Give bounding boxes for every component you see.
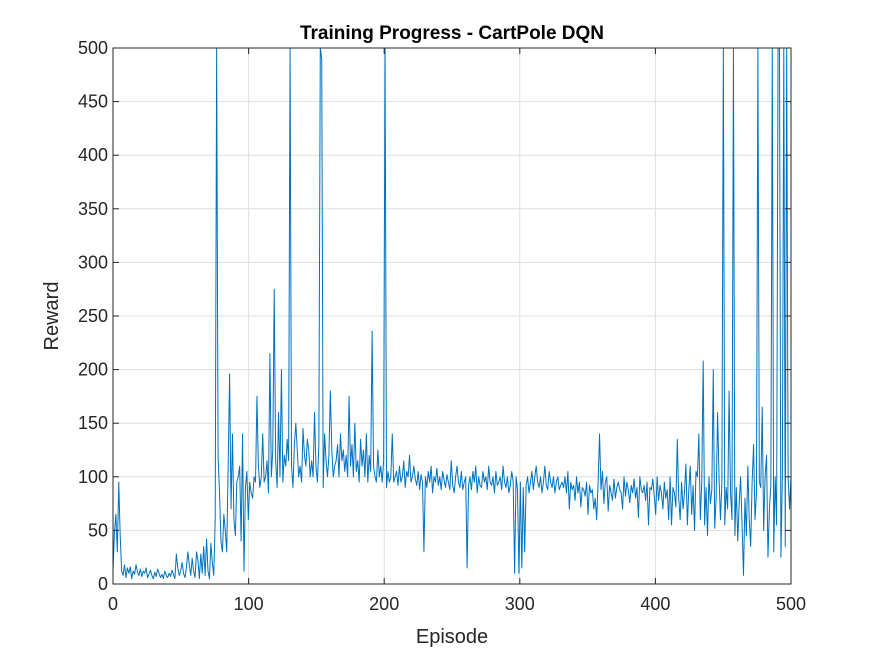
x-tick-label: 300	[505, 594, 535, 614]
y-tick-label: 500	[78, 38, 108, 58]
y-tick-label: 150	[78, 413, 108, 433]
y-tick-label: 0	[98, 574, 108, 594]
y-tick-label: 50	[88, 520, 108, 540]
x-tick-label: 200	[369, 594, 399, 614]
x-tick-label: 100	[234, 594, 264, 614]
y-tick-label: 100	[78, 467, 108, 487]
y-tick-label: 300	[78, 252, 108, 272]
x-tick-label: 0	[108, 594, 118, 614]
y-tick-label: 450	[78, 92, 108, 112]
tick-marks	[112, 47, 792, 585]
y-tick-label: 400	[78, 145, 108, 165]
x-tick-label: 500	[776, 594, 806, 614]
data-series-line	[112, 47, 792, 580]
x-tick-labels: 0 100 200 300 400 500	[108, 594, 806, 614]
y-tick-label: 200	[78, 360, 108, 380]
y-tick-labels: 0 50 100 150 200 250 300 350 400 450 500	[78, 38, 108, 594]
y-axis-label: Reward	[41, 282, 63, 351]
y-tick-label: 350	[78, 199, 108, 219]
x-axis-label: Episode	[416, 626, 488, 648]
chart-title: Training Progress - CartPole DQN	[300, 23, 604, 44]
y-tick-label: 250	[78, 306, 108, 326]
x-tick-label: 400	[640, 594, 670, 614]
